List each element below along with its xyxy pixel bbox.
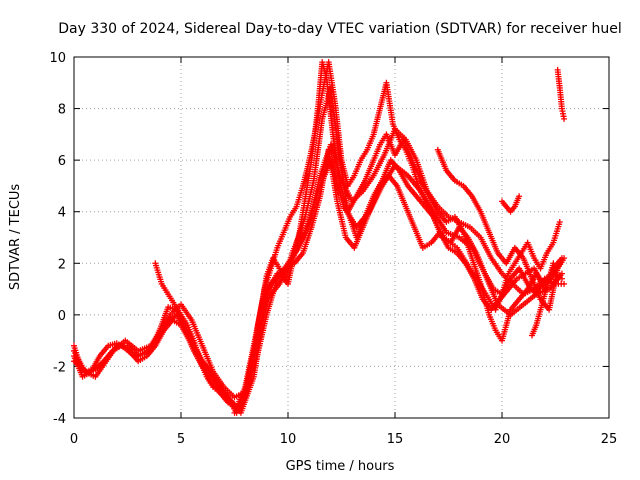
- series-trace-c: [152, 59, 563, 411]
- series-trace-j: [528, 260, 557, 339]
- y-tick-labels: -4 -2 0 2 4 6 8 10: [49, 51, 66, 427]
- y-tick-label: 0: [58, 309, 66, 324]
- x-axis-label: GPS time / hours: [286, 459, 395, 474]
- data-point: [516, 193, 523, 200]
- x-tick-label: 20: [494, 432, 511, 447]
- data-point: [561, 255, 568, 262]
- y-tick-label: 10: [49, 51, 66, 66]
- series-trace-g: [434, 146, 568, 313]
- data-point: [558, 270, 565, 277]
- series-trace-f: [71, 157, 565, 416]
- series-trace-h: [499, 193, 523, 215]
- data-point: [556, 219, 563, 226]
- y-axis-label: SDTVAR / TECUs: [8, 184, 23, 291]
- y-tick-label: -4: [53, 412, 66, 427]
- data-point: [561, 115, 568, 122]
- x-tick-labels: 0 5 10 15 20 25: [70, 432, 617, 447]
- chart-title: Day 330 of 2024, Sidereal Day-to-day VTE…: [58, 21, 621, 37]
- y-tick-label: -2: [53, 360, 66, 375]
- x-tick-label: 15: [387, 432, 404, 447]
- data-marks: [71, 59, 568, 416]
- y-tick-label: 2: [58, 257, 66, 272]
- data-point: [550, 260, 557, 267]
- axis-ticks: [73, 56, 610, 419]
- series-trace-i: [554, 66, 568, 122]
- x-tick-label: 25: [601, 432, 618, 447]
- data-point: [561, 280, 568, 287]
- x-tick-label: 10: [280, 432, 297, 447]
- plot-frame: [73, 56, 610, 419]
- y-tick-label: 8: [58, 103, 66, 118]
- x-tick-label: 5: [177, 432, 185, 447]
- y-tick-label: 4: [58, 206, 66, 221]
- grid-lines: [74, 57, 609, 418]
- x-tick-label: 0: [70, 432, 78, 447]
- y-tick-label: 6: [58, 154, 66, 169]
